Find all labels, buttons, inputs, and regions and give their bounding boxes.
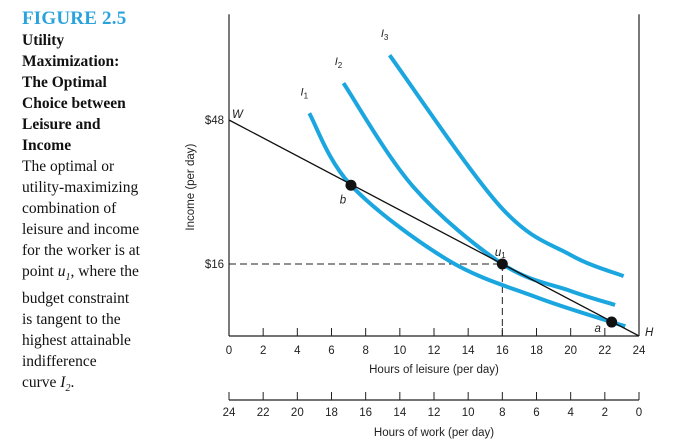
x-tick-label: 4 [294, 345, 301, 357]
figure-description: The optimal or utility-maximizing combinat… [22, 156, 177, 399]
title-line: Utility [22, 32, 65, 49]
x-tick-label: 22 [598, 345, 611, 357]
point-b [345, 179, 357, 191]
x-axis-label: Hours of leisure (per day) [369, 364, 499, 376]
title-line: The Optimal [22, 74, 107, 91]
x-tick-label: 8 [362, 345, 368, 357]
point-u1 [496, 258, 508, 270]
y-axis-label: Income (per day) [185, 143, 197, 230]
budget-start-label: W [232, 109, 244, 121]
description-line: for the worker is at [22, 242, 140, 259]
x-tick-label: 12 [428, 345, 441, 357]
x-tick-label: 20 [564, 345, 577, 357]
point-a [606, 316, 618, 328]
description-line: leisure and income [22, 221, 140, 238]
curve-label-2: I2 [335, 56, 343, 70]
x-tick-label: 16 [496, 345, 509, 357]
work-tick-label: 18 [325, 407, 338, 419]
point-label-b: b [340, 194, 347, 206]
y-tick-label: $16 [205, 259, 224, 271]
figure-title: Utility Maximization: The Optimal Choice be… [22, 30, 177, 156]
work-tick-label: 6 [533, 407, 539, 419]
budget-end-label: H [645, 327, 654, 339]
work-tick-label: 10 [462, 407, 475, 419]
work-tick-label: 22 [257, 407, 270, 419]
figure-caption: FIGURE 2.5 Utility Maximization: The Optim… [22, 8, 177, 399]
curve-label-1: I1 [301, 86, 309, 100]
work-tick-label: 12 [428, 407, 441, 419]
work-tick-label: 20 [291, 407, 304, 419]
title-line: Income [22, 137, 72, 154]
description-line: The optimal or [22, 158, 115, 175]
y-tick-label: $48 [205, 115, 224, 127]
description-line: utility-maximizing [22, 179, 139, 196]
work-tick-label: 2 [602, 407, 608, 419]
description-line: indifference [22, 353, 97, 371]
description-line: is tangent to the [22, 311, 121, 329]
x-tick-label: 18 [530, 345, 543, 357]
work-tick-label: 8 [499, 407, 505, 419]
title-line: Maximization: [22, 53, 120, 70]
point-label-u1: u1 [495, 247, 506, 260]
x-tick-label: 0 [226, 345, 232, 357]
title-line: Leisure and [22, 116, 101, 133]
curve-label-3: I3 [381, 28, 389, 42]
budget-line [228, 119, 640, 337]
x-tick-label: 10 [393, 345, 406, 357]
work-tick-label: 0 [636, 407, 642, 419]
work-tick-label: 16 [359, 407, 372, 419]
description-line: highest attainable [22, 332, 131, 350]
x-tick-label: 14 [462, 345, 475, 357]
x-tick-label: 24 [633, 345, 646, 357]
work-tick-label: 4 [567, 407, 574, 419]
description-line: curve I2. [22, 374, 75, 395]
description-line: point u1, where the [22, 263, 139, 284]
title-line: Choice between [22, 95, 126, 112]
work-tick-label: 24 [223, 407, 236, 419]
work-tick-label: 14 [393, 407, 406, 419]
x-tick-label: 2 [260, 345, 266, 357]
description-line: budget constraint [22, 290, 130, 308]
description-line: combination of [22, 200, 117, 217]
indifference-curve-3 [387, 54, 625, 279]
x-tick-label: 6 [328, 345, 334, 357]
indifference-curve-2 [341, 81, 616, 307]
work-axis-label: Hours of work (per day) [374, 427, 494, 439]
figure-label: FIGURE 2.5 [22, 8, 127, 29]
point-label-a: a [594, 323, 600, 335]
